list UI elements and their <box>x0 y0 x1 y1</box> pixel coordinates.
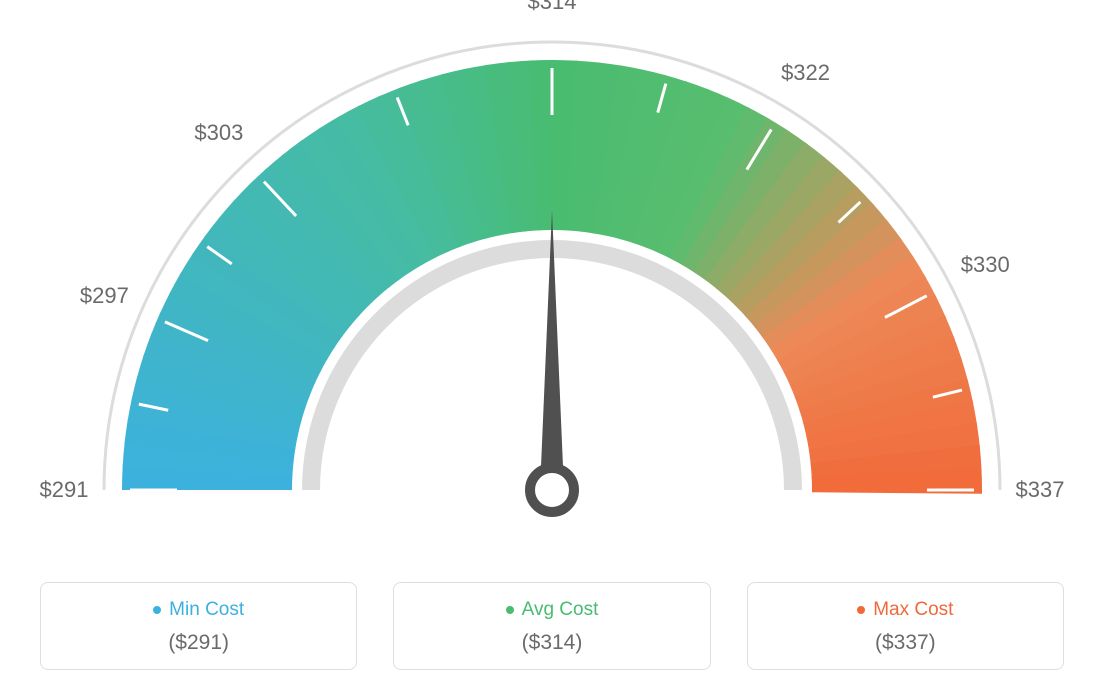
legend-label-min: Min Cost <box>169 599 244 621</box>
gauge-tick-label: $330 <box>961 252 1010 278</box>
gauge-tick-label: $297 <box>80 283 129 309</box>
legend-dot-max <box>857 606 865 614</box>
gauge-tick-label: $322 <box>781 60 830 86</box>
legend-value-avg: ($314) <box>394 631 709 655</box>
gauge-tick-label: $303 <box>194 120 243 146</box>
gauge-svg <box>0 0 1104 560</box>
legend-dot-avg <box>506 606 514 614</box>
legend-card-avg: Avg Cost ($314) <box>393 582 710 670</box>
legend-title-avg: Avg Cost <box>506 599 599 621</box>
legend-label-avg: Avg Cost <box>522 599 599 621</box>
legend-dot-min <box>153 606 161 614</box>
legend-value-min: ($291) <box>41 631 356 655</box>
legend-card-min: Min Cost ($291) <box>40 582 357 670</box>
gauge-needle-hub <box>530 468 574 512</box>
legend-title-max: Max Cost <box>857 599 953 621</box>
legend-row: Min Cost ($291) Avg Cost ($314) Max Cost… <box>0 582 1104 670</box>
legend-title-min: Min Cost <box>153 599 244 621</box>
legend-card-max: Max Cost ($337) <box>747 582 1064 670</box>
gauge-tick-label: $337 <box>1016 477 1065 503</box>
legend-label-max: Max Cost <box>873 599 953 621</box>
cost-gauge: $291 $297 $303 $314 $322 $330 $337 <box>0 0 1104 560</box>
gauge-tick-label: $291 <box>40 477 89 503</box>
legend-value-max: ($337) <box>748 631 1063 655</box>
gauge-tick-label: $314 <box>528 0 577 15</box>
